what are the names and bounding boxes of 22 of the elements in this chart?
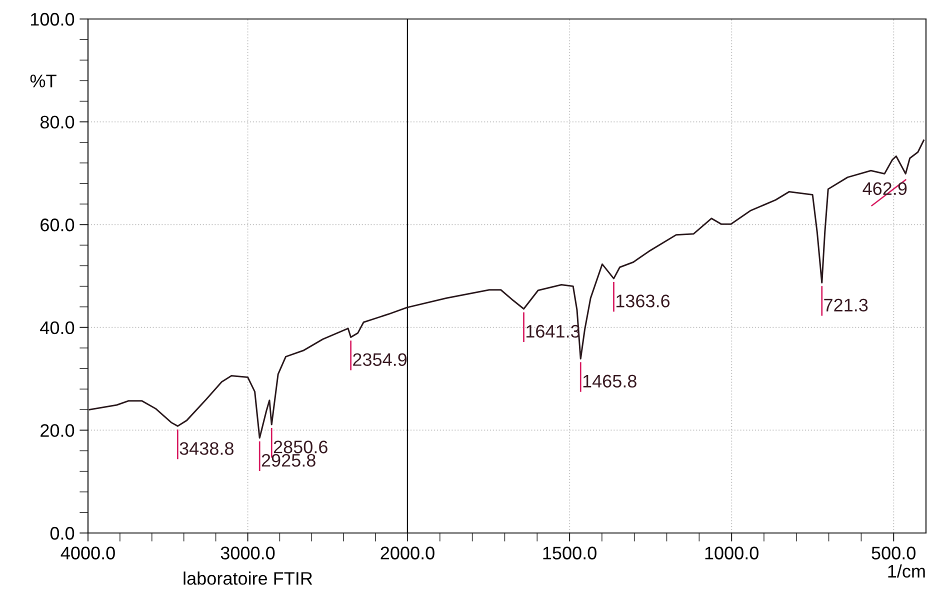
annotation: 1465.8 xyxy=(583,374,636,388)
x-tick-label: 2000.0 xyxy=(380,546,434,560)
x-tick-label: 3000.0 xyxy=(220,546,275,560)
y-tick-label: 60.0 xyxy=(40,218,74,232)
annotation: 2354.9 xyxy=(353,353,407,366)
x-tick-label: 4000.0 xyxy=(60,546,115,560)
y-tick-label: 20.0 xyxy=(40,424,74,437)
annotation: 1363.6 xyxy=(616,294,670,308)
x-tick-label: 1000.0 xyxy=(705,546,758,560)
annotation: 2925.8 xyxy=(262,454,316,467)
x-tick-label: 500.0 xyxy=(872,546,916,560)
annotation: 721.3 xyxy=(824,298,868,312)
y-tick-label: 40.0 xyxy=(40,321,74,334)
annotation: 3438.8 xyxy=(180,442,234,455)
text: laboratoire FTIR xyxy=(184,572,312,585)
x-axis-title: 1/cm xyxy=(888,564,925,578)
y-tick-label: 0.0 xyxy=(50,526,74,540)
x-tick-label: 1500.0 xyxy=(543,546,596,560)
y-tick-label: 80.0 xyxy=(40,116,74,129)
y-axis-title: %T xyxy=(30,74,56,88)
y-tick-label: 100.0 xyxy=(31,12,74,26)
annotation: 2850.6 xyxy=(274,440,328,454)
